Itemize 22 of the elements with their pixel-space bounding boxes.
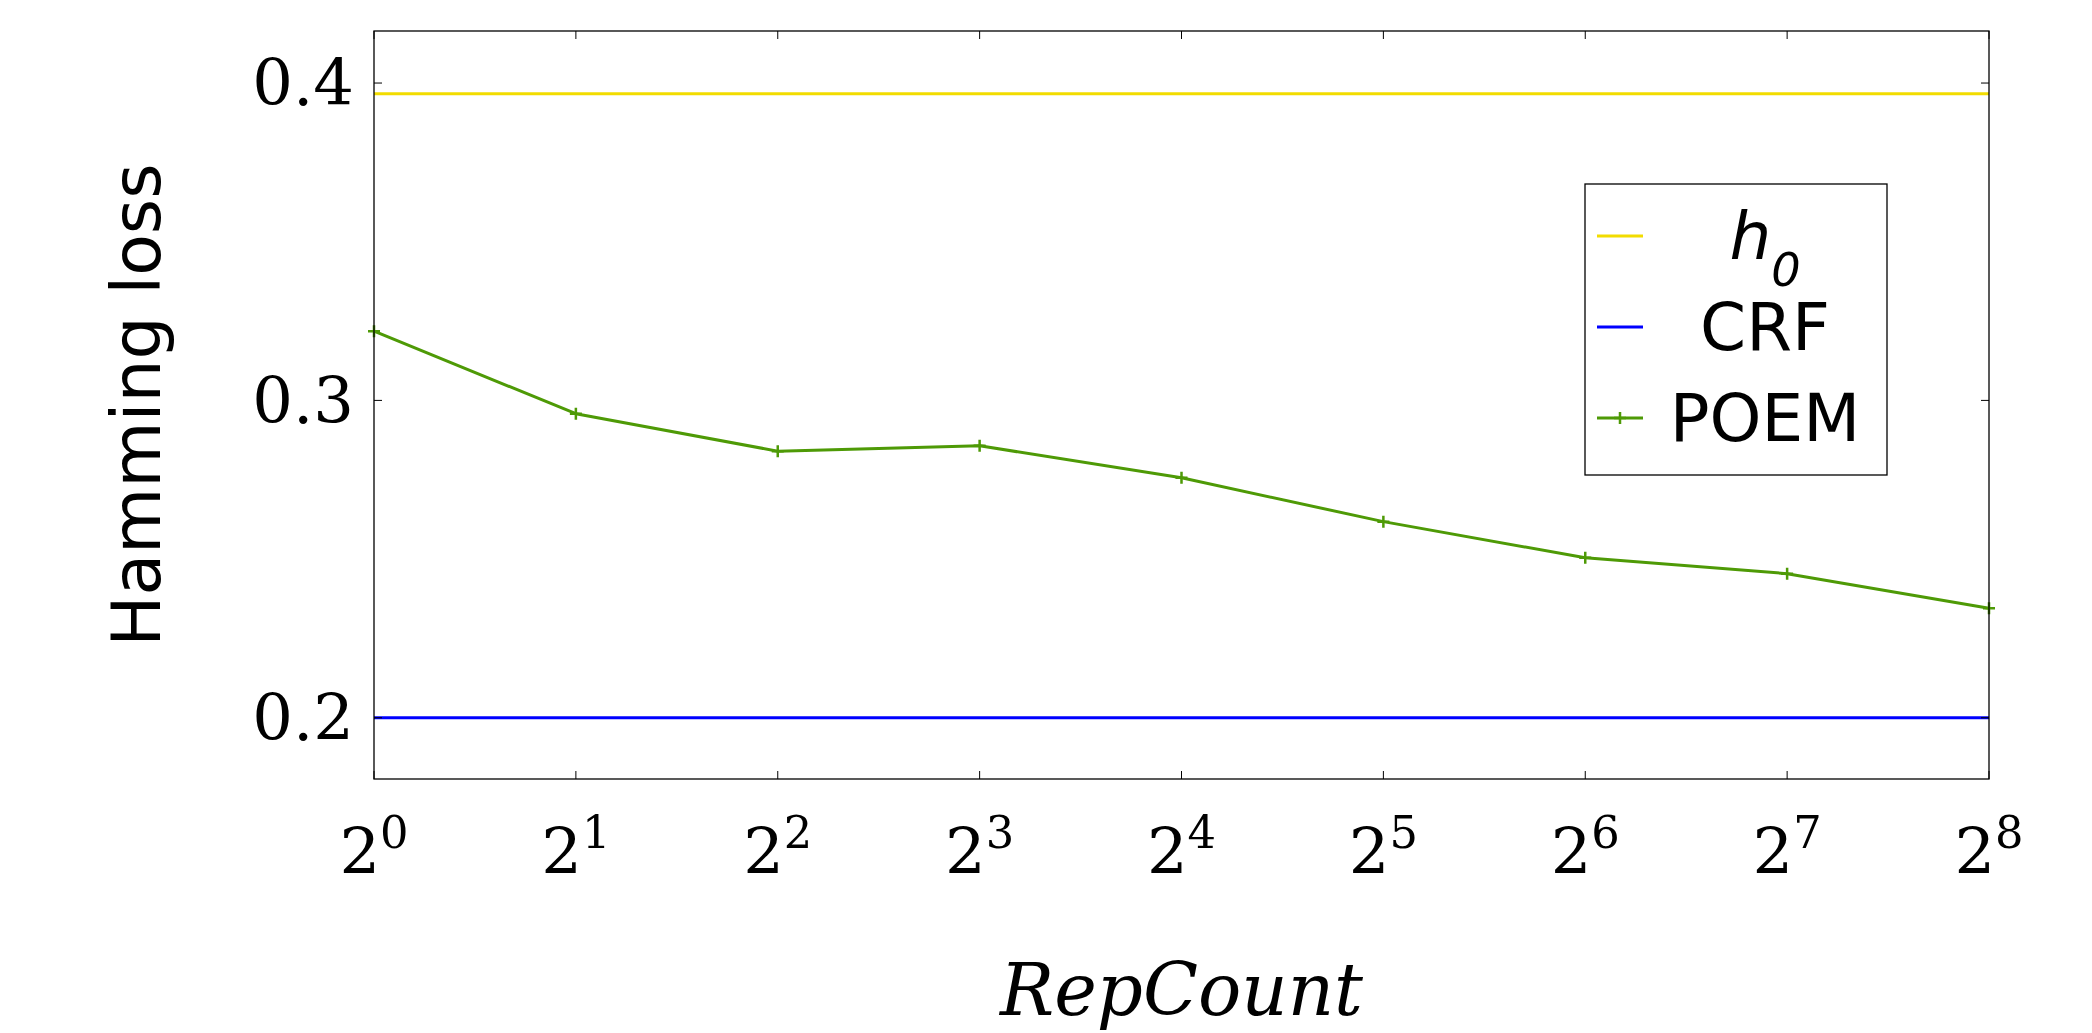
x-tick-label: 2$^{1}$	[541, 805, 611, 889]
point	[1174, 470, 1189, 486]
x-tick-label: 2$^{8}$	[1954, 805, 2024, 889]
point	[568, 406, 584, 421]
y-tick-label: 0.2	[252, 681, 354, 756]
point	[1779, 566, 1795, 581]
x-tick-label: 2$^{3}$	[945, 805, 1015, 889]
x-tick-label: 2$^{7}$	[1752, 805, 1822, 889]
point	[1578, 550, 1593, 566]
legend-label: POEM	[1669, 380, 1861, 458]
y-tick-label: 0.3	[252, 363, 354, 438]
x-tick-label: 2$^{2}$	[743, 805, 813, 889]
point	[972, 438, 987, 454]
x-tick-label: 2$^{4}$	[1146, 805, 1217, 889]
point	[770, 443, 785, 459]
x-axis-title: RepCount	[997, 948, 1365, 1032]
y-axis-title: Hamming loss	[97, 163, 176, 647]
x-tick-label: 2$^{5}$	[1348, 805, 1418, 889]
y-tick-label: 0.4	[252, 46, 354, 121]
x-tick-label: 2$^{6}$	[1550, 805, 1620, 889]
point	[1376, 514, 1391, 529]
x-tick-label: 2$^{0}$	[339, 805, 409, 889]
